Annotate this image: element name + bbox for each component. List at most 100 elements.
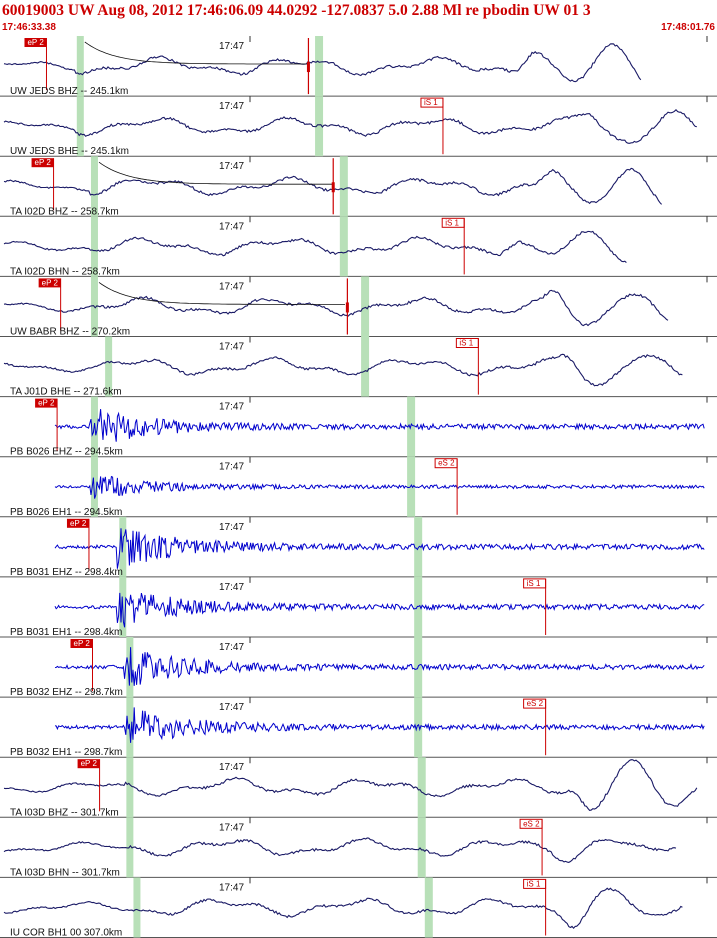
time-tick-label: 17:47: [219, 41, 244, 52]
phase-pick-label[interactable]: eP 2: [38, 399, 55, 408]
waveform: [54, 707, 705, 743]
coda-marker: [345, 302, 349, 313]
channel-label: PB B032 EHZ -- 298.7km: [10, 687, 123, 698]
phase-pick-box[interactable]: [38, 278, 61, 288]
channel-label: UW BABR BHZ -- 270.2km: [10, 327, 130, 338]
channel-label: TA I02D BHZ -- 258.7km: [10, 206, 119, 217]
phase-pick-label[interactable]: iS 1: [424, 98, 438, 107]
waveform: [3, 837, 677, 863]
phase-pick-label[interactable]: eP 2: [35, 158, 52, 167]
phase-pick-box[interactable]: [66, 518, 89, 528]
channel-label: UW JEDS BHZ -- 245.1km: [10, 86, 128, 97]
channel-label: IU COR BH1 00 307.0km: [10, 928, 122, 938]
channel-label: PB B031 EH1 -- 298.4km: [10, 627, 122, 638]
trace-panel[interactable]: 17:47 iS 1 IU COR BH1 00 307.0km: [0, 877, 717, 938]
s-window: [361, 276, 370, 337]
waveform: [3, 230, 627, 264]
time-tick-label: 17:47: [219, 342, 244, 353]
phase-pick-label[interactable]: eP 2: [81, 759, 98, 768]
amplitude-decay-curve: [98, 161, 333, 185]
amplitude-decay-curve: [98, 282, 345, 305]
trace-panel[interactable]: 17:47 eP 2 PB B032 EHZ -- 298.7km: [0, 637, 717, 698]
phase-pick-box[interactable]: [77, 759, 100, 769]
phase-pick-label[interactable]: eP 2: [74, 639, 91, 648]
time-tick-label: 17:47: [219, 822, 244, 833]
waveform: [3, 887, 683, 930]
p-window: [90, 456, 98, 517]
phase-pick-label[interactable]: iS 1: [459, 339, 473, 348]
s-window: [315, 36, 324, 97]
phase-pick-label[interactable]: eP 2: [70, 519, 87, 528]
s-window: [361, 336, 370, 397]
waveform: [54, 528, 705, 569]
phase-pick-box[interactable]: [31, 158, 54, 168]
trace-panel[interactable]: 17:47 eS 2 PB B026 EH1 -- 294.5km: [0, 456, 717, 518]
channel-label: PB B026 EH1 -- 294.5km: [10, 507, 122, 518]
time-tick-label: 17:47: [219, 281, 244, 292]
channel-label: PB B026 EHZ -- 294.5km: [10, 447, 123, 458]
phase-pick-label[interactable]: eP 2: [42, 278, 59, 287]
phase-pick-label[interactable]: iS 1: [527, 879, 541, 888]
amplitude-decay-curve: [84, 41, 307, 65]
waveform: [3, 109, 697, 144]
phase-pick-label[interactable]: iS 1: [445, 218, 459, 227]
phase-pick-box[interactable]: [70, 639, 93, 648]
phase-pick-label[interactable]: eS 2: [438, 459, 455, 468]
waveform: [54, 647, 705, 686]
s-window: [339, 216, 348, 277]
p-window: [76, 36, 84, 97]
coda-marker: [306, 62, 310, 73]
end-time-label: 17:48:01.76: [661, 22, 715, 33]
s-window: [414, 697, 423, 758]
s-window: [339, 156, 348, 217]
time-tick-label: 17:47: [219, 882, 244, 893]
phase-pick-label[interactable]: eP 2: [27, 38, 44, 47]
waveform: [54, 592, 705, 628]
channel-label: PB B032 EH1 -- 298.7km: [10, 747, 122, 758]
waveform: [54, 409, 705, 442]
trace-panel[interactable]: 17:47 eS 2 TA I03D BHN -- 301.7km: [0, 817, 717, 878]
waveform: [3, 353, 683, 387]
trace-panel[interactable]: 17:47 eP 2 TA I02D BHZ -- 258.7km: [0, 156, 717, 217]
trace-panel[interactable]: 17:47 eP 2 TA I03D BHZ -- 301.7km: [0, 757, 717, 818]
phase-pick-label[interactable]: eS 2: [527, 699, 544, 708]
phase-pick-box[interactable]: [24, 38, 47, 47]
time-tick-label: 17:47: [219, 702, 244, 713]
trace-panel[interactable]: 17:47 iS 1 TA J01D BHE -- 271.6km: [0, 336, 717, 398]
s-window: [414, 576, 423, 637]
time-tick-label: 17:47: [219, 462, 244, 473]
trace-panel[interactable]: 17:47 iS 1 TA I02D BHN -- 258.7km: [0, 216, 717, 277]
time-tick-label: 17:47: [219, 642, 244, 653]
s-window: [407, 456, 416, 517]
time-tick-label: 17:47: [219, 161, 244, 172]
s-window: [414, 516, 423, 577]
channel-label: TA J01D BHE -- 271.6km: [10, 387, 122, 398]
phase-pick-label[interactable]: iS 1: [527, 579, 541, 588]
p-window: [133, 877, 141, 938]
p-window: [105, 336, 113, 397]
waveform: [3, 289, 669, 327]
time-tick-label: 17:47: [219, 402, 244, 413]
waveform: [3, 759, 698, 811]
p-window: [76, 96, 84, 157]
waveform: [3, 43, 642, 83]
s-window: [417, 817, 426, 878]
trace-panel[interactable]: 17:47 eP 2 UW BABR BHZ -- 270.2km: [0, 276, 717, 338]
phase-pick-box[interactable]: [35, 398, 58, 408]
event-title: 60019003 UW Aug 08, 2012 17:46:06.09 44.…: [2, 2, 591, 19]
channel-label: TA I02D BHN -- 258.7km: [10, 266, 120, 277]
trace-panel[interactable]: 17:47 eP 2 PB B031 EHZ -- 298.4km: [0, 516, 717, 578]
trace-panel[interactable]: 17:47 iS 1 UW JEDS BHE -- 245.1km: [0, 96, 717, 157]
trace-panel[interactable]: 17:47 eP 2 PB B026 EHZ -- 294.5km: [0, 396, 717, 458]
trace-panel[interactable]: 17:47 eP 2 UW JEDS BHZ -- 245.1km: [0, 36, 717, 97]
time-tick-label: 17:47: [219, 221, 244, 232]
p-window: [90, 216, 98, 277]
seismogram-panel[interactable]: 17:47 eP 2 UW JEDS BHZ -- 245.1km 17:47 iS 1…: [0, 36, 717, 938]
phase-pick-label[interactable]: eS 2: [523, 819, 540, 828]
trace-panel[interactable]: 17:47 eS 2 PB B032 EH1 -- 298.7km: [0, 697, 717, 758]
p-window: [126, 757, 134, 818]
channel-label: TA I03D BHZ -- 301.7km: [10, 807, 119, 818]
trace-panel[interactable]: 17:47 iS 1 PB B031 EH1 -- 298.4km: [0, 576, 717, 638]
s-window: [315, 96, 324, 157]
time-tick-label: 17:47: [219, 522, 244, 533]
